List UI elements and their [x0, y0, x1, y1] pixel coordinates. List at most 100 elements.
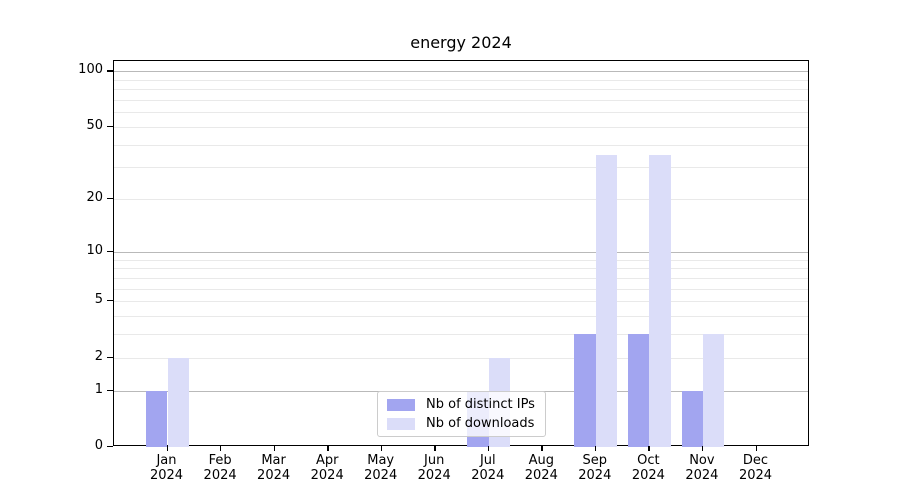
x-tick-month: Sep	[582, 453, 608, 468]
gridline-minor	[114, 99, 808, 101]
x-tick-year: 2024	[149, 468, 184, 483]
gridline-minor	[114, 112, 808, 114]
gridline-minor	[114, 334, 808, 336]
x-tick-month: Jul	[479, 453, 496, 468]
x-tick	[594, 446, 597, 451]
x-tick-label: Jan 2024	[139, 453, 195, 483]
y-tick	[107, 356, 113, 358]
x-tick	[220, 446, 222, 451]
x-tick-year: 2024	[203, 468, 237, 483]
x-tick-label: Aug 2024	[513, 453, 569, 483]
x-tick-label: Dec 2024	[728, 453, 784, 483]
x-tick	[380, 446, 383, 451]
legend-label: Nb of downloads	[426, 416, 535, 431]
y-tick-label: 20	[86, 190, 103, 206]
x-tick-label: Apr 2024	[299, 453, 355, 483]
x-tick-label: Sep 2024	[567, 453, 623, 483]
x-tick-year: 2024	[578, 468, 612, 483]
x-tick-month: Feb	[208, 453, 232, 468]
x-tick-year: 2024	[738, 468, 773, 483]
legend-swatch	[387, 398, 415, 411]
gridline-major	[114, 251, 808, 253]
legend-swatch	[387, 417, 415, 430]
gridline-minor	[114, 316, 808, 317]
y-tick	[107, 198, 113, 200]
y-tick	[107, 389, 113, 391]
x-tick-label: May 2024	[353, 453, 409, 483]
x-tick-label: Jun 2024	[406, 453, 462, 483]
x-tick	[701, 446, 704, 451]
legend-label: Nb of distinct IPs	[426, 397, 535, 412]
x-tick-year: 2024	[471, 468, 505, 483]
x-tick	[166, 446, 168, 451]
x-tick-year: 2024	[364, 468, 398, 483]
gridline-minor	[114, 268, 808, 270]
y-tick-label: 1	[94, 381, 103, 397]
gridline-minor	[114, 144, 808, 146]
x-tick-label: Oct 2024	[620, 453, 676, 483]
legend-item: Nb of downloads	[387, 416, 535, 431]
plot-area	[113, 60, 809, 447]
bar-downloads-jan	[167, 357, 189, 447]
x-tick-year: 2024	[524, 468, 558, 483]
legend: Nb of distinct IPs Nb of downloads	[377, 391, 546, 437]
x-tick-year: 2024	[310, 468, 344, 483]
bar-distinct-ips-jan	[146, 390, 168, 447]
x-tick-month: Jan	[156, 453, 177, 468]
x-tick-label: Nov 2024	[674, 453, 730, 483]
x-tick-month: Jun	[424, 453, 445, 468]
y-tick-label: 2	[94, 348, 103, 364]
gridline-minor	[114, 199, 808, 201]
bar-downloads-sep	[595, 155, 618, 447]
y-tick	[107, 125, 113, 128]
y-tick-label: 0	[94, 438, 103, 453]
x-tick-year: 2024	[685, 468, 719, 483]
x-tick-month: Apr	[315, 453, 339, 468]
gridline-minor	[114, 357, 808, 359]
y-tick	[107, 446, 113, 448]
x-tick-month: Nov	[689, 453, 715, 468]
bar-distinct-ips-oct	[628, 334, 650, 447]
gridline-minor	[114, 288, 808, 290]
x-tick	[648, 446, 650, 451]
x-tick-month: Dec	[742, 453, 769, 468]
x-tick-label: Feb 2024	[192, 453, 248, 483]
gridline-minor	[114, 126, 808, 128]
gridline-major	[114, 71, 808, 73]
bar-downloads-nov	[702, 334, 725, 447]
legend-item: Nb of distinct IPs	[387, 397, 535, 412]
x-tick-label: Mar 2024	[246, 453, 302, 483]
x-tick-month: May	[367, 453, 395, 468]
x-tick-label: Jul 2024	[460, 453, 516, 483]
chart-title: energy 2024	[410, 33, 512, 52]
x-tick-month: Aug	[528, 453, 554, 468]
y-tick-label: 5	[94, 292, 103, 308]
gridline-minor	[114, 79, 808, 81]
x-tick	[327, 446, 329, 451]
y-tick-label: 50	[86, 117, 103, 133]
bar-distinct-ips-nov	[681, 390, 703, 447]
x-tick-month: Mar	[261, 453, 286, 468]
y-tick	[107, 250, 113, 253]
x-tick	[755, 446, 757, 451]
x-tick-month: Oct	[637, 453, 660, 468]
y-tick	[107, 70, 113, 72]
y-tick	[107, 300, 113, 302]
x-tick	[273, 446, 275, 451]
x-tick-year: 2024	[417, 468, 451, 483]
gridline-minor	[114, 167, 808, 169]
x-tick-year: 2024	[631, 468, 665, 483]
gridline-minor	[114, 301, 808, 303]
x-tick	[434, 446, 436, 451]
gridline-minor	[114, 277, 808, 279]
bar-distinct-ips-sep	[574, 334, 596, 447]
x-tick	[541, 446, 543, 451]
gridline-minor	[114, 89, 808, 91]
gridline-minor	[114, 259, 808, 261]
y-tick-label: 100	[78, 62, 103, 78]
y-tick-label: 10	[86, 242, 103, 258]
bar-downloads-oct	[649, 155, 671, 447]
x-tick-year: 2024	[257, 468, 291, 483]
x-tick	[487, 446, 490, 451]
